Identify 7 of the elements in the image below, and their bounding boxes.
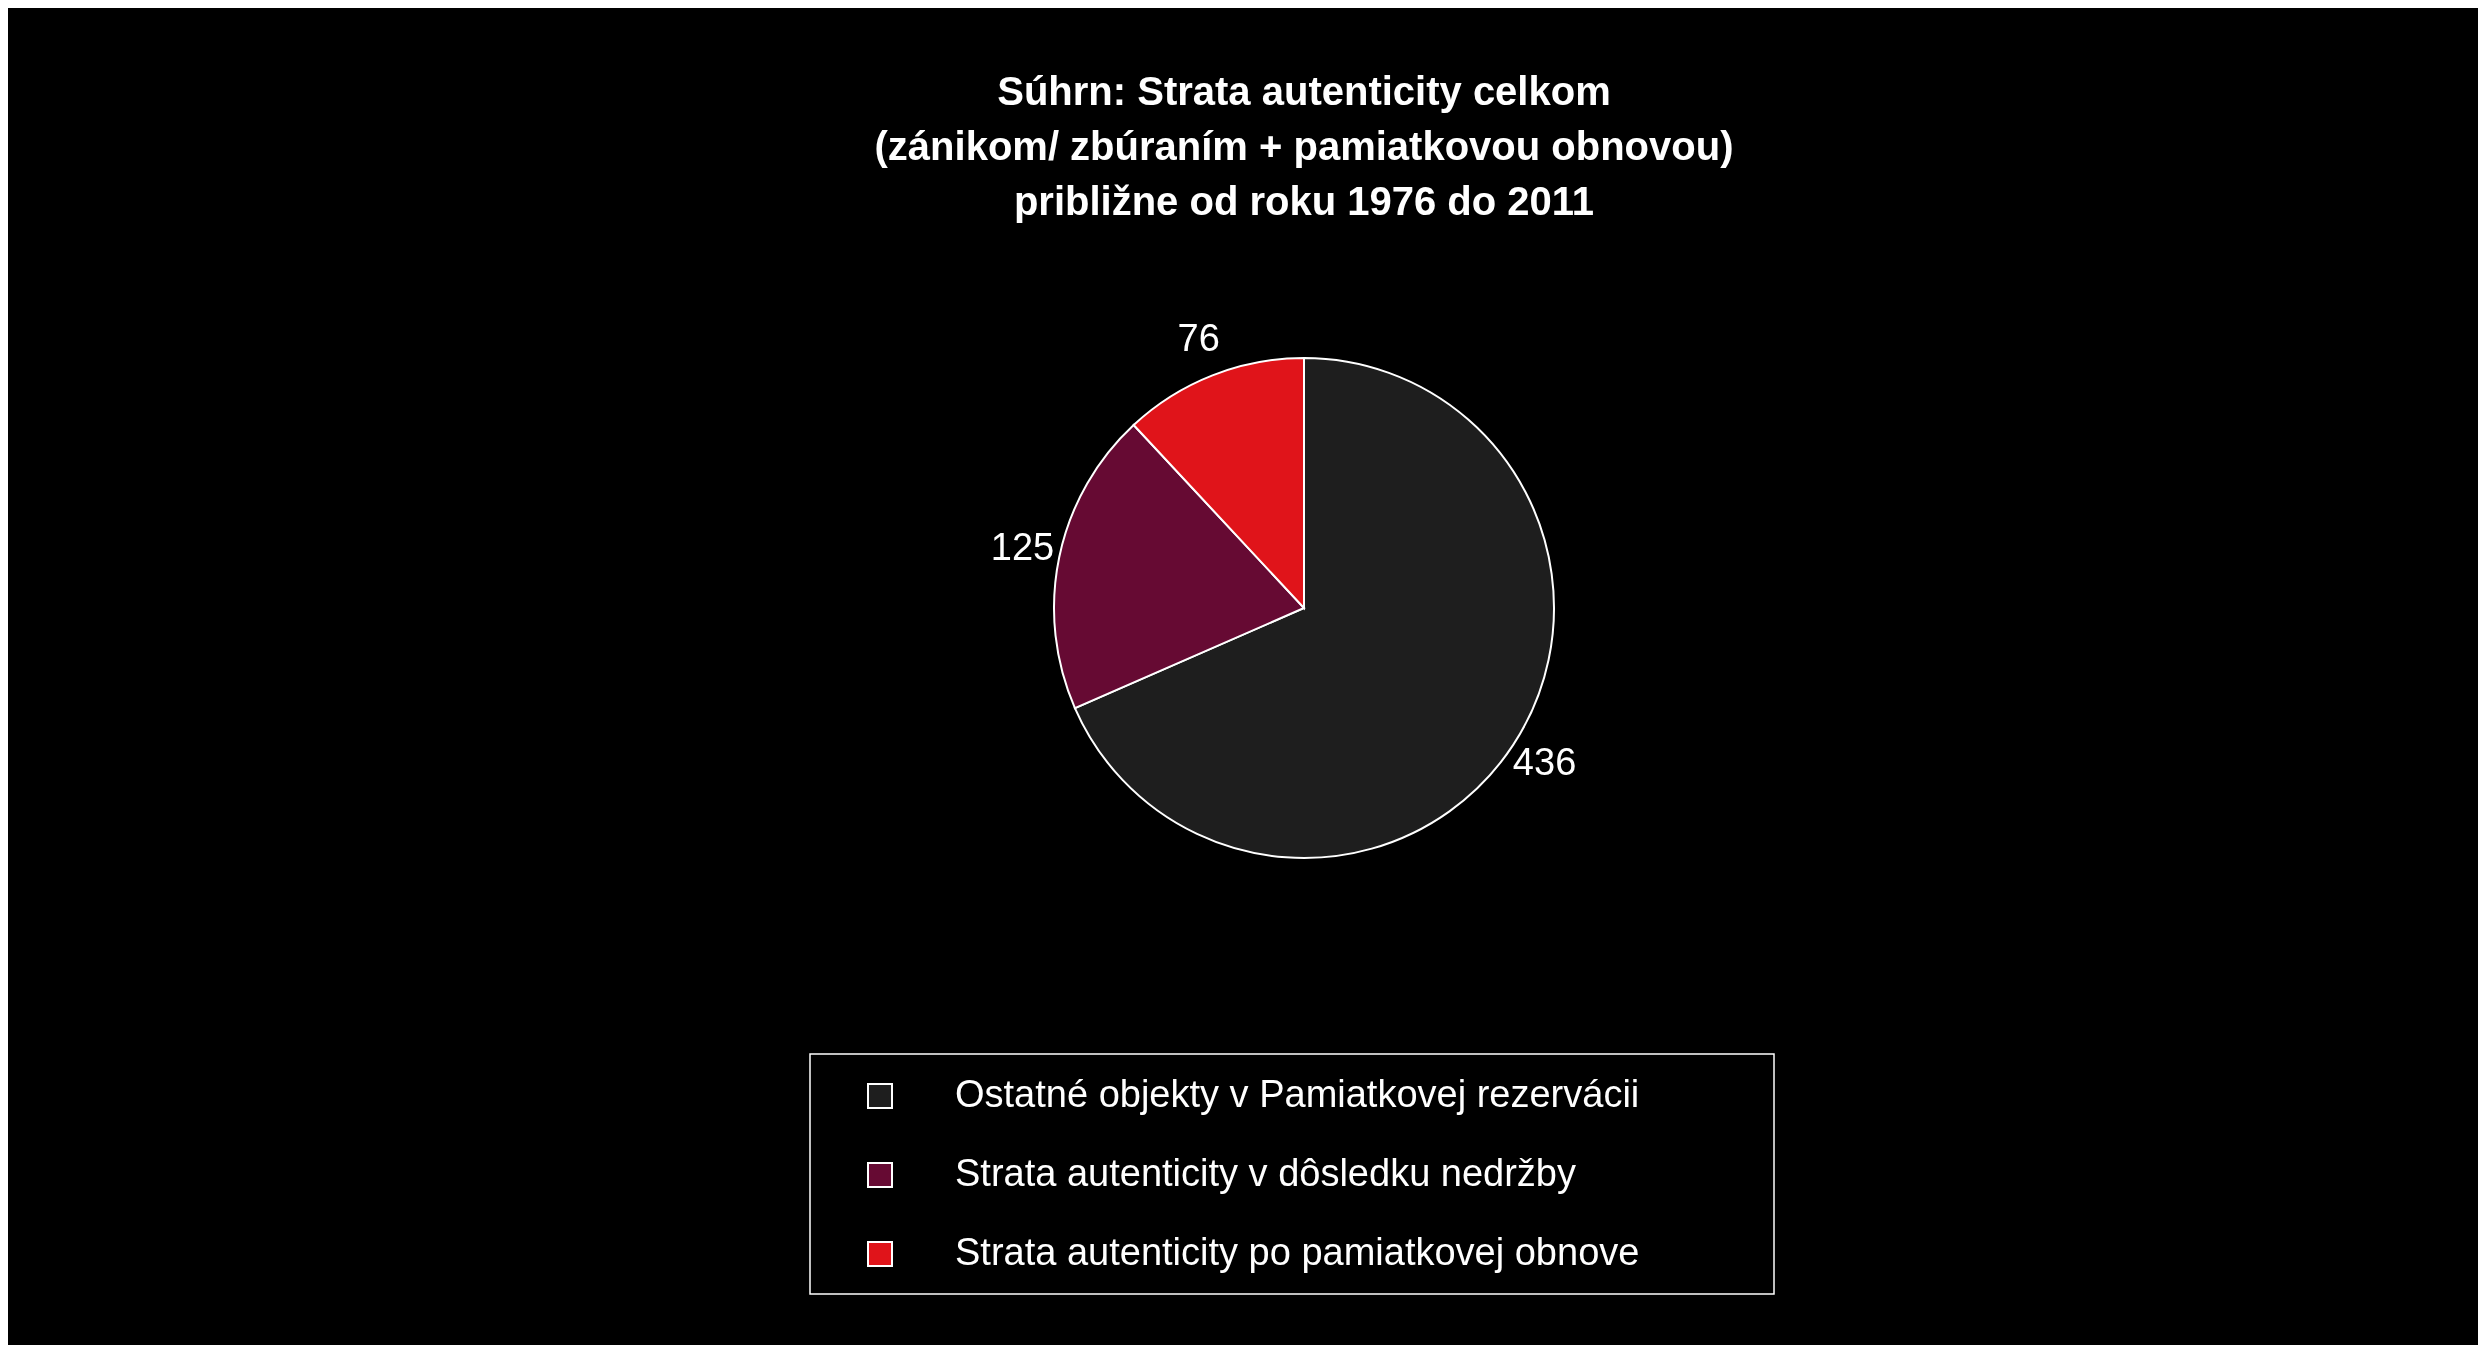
chart-title: Súhrn: Strata autenticity celkom (zánikom/ zbúraním + pamiatkovou obnovou) približne od roku 1976 do 2011 xyxy=(874,68,1734,223)
legend-label: Strata autenticity v dôsledku nedržby xyxy=(955,1152,1577,1195)
legend-label: Strata autenticity po pamiatkovej obnove xyxy=(955,1231,1640,1274)
data-label: 436 xyxy=(1512,741,1577,784)
data-label: 125 xyxy=(990,525,1055,568)
legend-label: Ostatné objekty v Pamiatkovej rezervácii xyxy=(955,1073,1640,1116)
data-label: 76 xyxy=(1177,316,1220,359)
